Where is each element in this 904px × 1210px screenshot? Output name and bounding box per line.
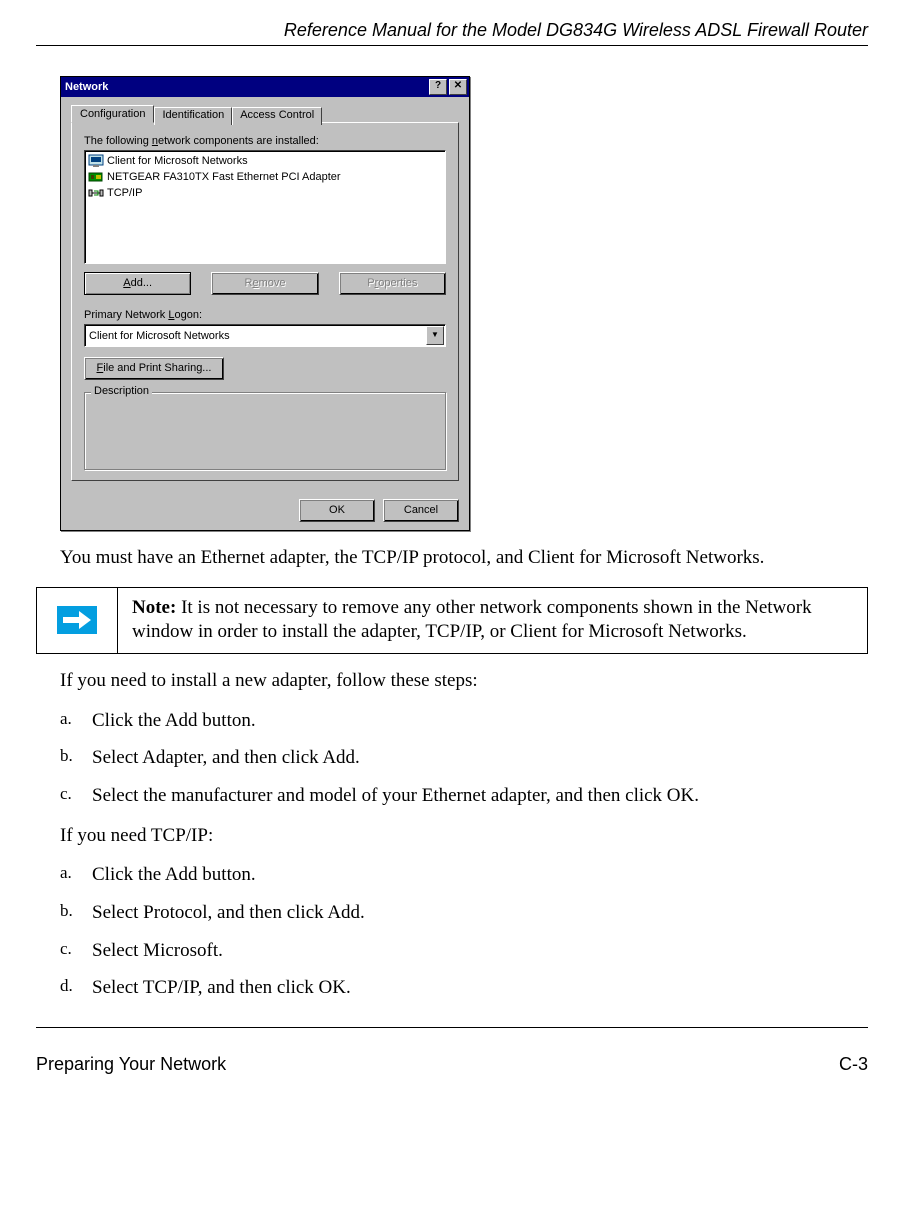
chevron-down-icon[interactable]: ▼ <box>426 326 444 345</box>
properties-button: Properties <box>339 272 446 295</box>
footer-rule <box>36 1027 868 1028</box>
close-button[interactable]: ✕ <box>449 79 467 95</box>
cancel-button[interactable]: Cancel <box>383 499 459 522</box>
tcpip-steps: a.Click the Add button. b.Select Protoco… <box>60 862 868 1001</box>
adapter-icon <box>88 169 104 185</box>
step-item: b.Select Adapter, and then click Add. <box>60 745 868 771</box>
dialog-title: Network <box>65 81 427 93</box>
step-item: b.Select Protocol, and then click Add. <box>60 900 868 926</box>
tab-identification[interactable]: Identification <box>154 107 232 125</box>
dialog-titlebar: Network ? ✕ <box>61 77 469 97</box>
remove-button: Remove <box>211 272 318 295</box>
step-item: a.Click the Add button. <box>60 708 868 734</box>
step-item: d.Select TCP/IP, and then click OK. <box>60 975 868 1001</box>
components-listbox[interactable]: Client for Microsoft Networks NETGEAR FA… <box>84 150 446 264</box>
protocol-icon <box>88 185 104 201</box>
tab-access-control[interactable]: Access Control <box>232 107 322 125</box>
tcpip-heading: If you need TCP/IP: <box>60 823 868 849</box>
combo-value: Client for Microsoft Networks <box>85 330 425 342</box>
footer-right: C-3 <box>839 1054 868 1075</box>
list-item[interactable]: TCP/IP <box>87 185 443 201</box>
list-item-label: NETGEAR FA310TX Fast Ethernet PCI Adapte… <box>107 171 341 183</box>
page-header-title: Reference Manual for the Model DG834G Wi… <box>36 20 868 41</box>
description-label: Description <box>91 385 152 397</box>
tab-panel-configuration: The following network components are ins… <box>71 122 459 481</box>
note-icon-cell <box>37 588 118 653</box>
file-print-sharing-button[interactable]: File and Print Sharing... <box>84 357 224 380</box>
components-label: The following network components are ins… <box>84 135 446 147</box>
note-label: Note: <box>132 597 176 618</box>
intro-text: You must have an Ethernet adapter, the T… <box>60 545 868 571</box>
ok-button[interactable]: OK <box>299 499 375 522</box>
logon-label: Primary Network Logon: <box>84 309 446 321</box>
tab-strip: Configuration Identification Access Cont… <box>71 105 459 123</box>
primary-logon-combo[interactable]: Client for Microsoft Networks ▼ <box>84 324 446 347</box>
tab-configuration[interactable]: Configuration <box>71 105 154 123</box>
list-item-label: TCP/IP <box>107 187 142 199</box>
network-dialog: Network ? ✕ Configuration Identification… <box>60 76 470 531</box>
note-box: Note: It is not necessary to remove any … <box>36 587 868 654</box>
help-button[interactable]: ? <box>429 79 447 95</box>
step-item: c.Select Microsoft. <box>60 938 868 964</box>
list-item[interactable]: NETGEAR FA310TX Fast Ethernet PCI Adapte… <box>87 169 443 185</box>
arrow-right-icon <box>57 606 97 634</box>
description-groupbox: Description <box>84 392 446 470</box>
list-item[interactable]: Client for Microsoft Networks <box>87 153 443 169</box>
step-item: c.Select the manufacturer and model of y… <box>60 783 868 809</box>
adapter-steps: a.Click the Add button. b.Select Adapter… <box>60 708 868 809</box>
add-button[interactable]: Add... <box>84 272 191 295</box>
step-item: a.Click the Add button. <box>60 862 868 888</box>
note-text: Note: It is not necessary to remove any … <box>118 588 867 653</box>
footer-left: Preparing Your Network <box>36 1054 226 1075</box>
header-rule <box>36 45 868 46</box>
list-item-label: Client for Microsoft Networks <box>107 155 248 167</box>
client-icon <box>88 153 104 169</box>
adapter-heading: If you need to install a new adapter, fo… <box>60 668 868 694</box>
